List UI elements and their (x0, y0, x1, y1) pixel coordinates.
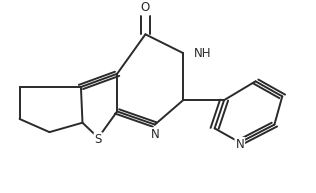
Text: N: N (150, 128, 159, 141)
Text: NH: NH (194, 47, 212, 60)
Text: O: O (141, 2, 150, 14)
Text: S: S (94, 133, 102, 146)
Text: N: N (235, 138, 244, 151)
